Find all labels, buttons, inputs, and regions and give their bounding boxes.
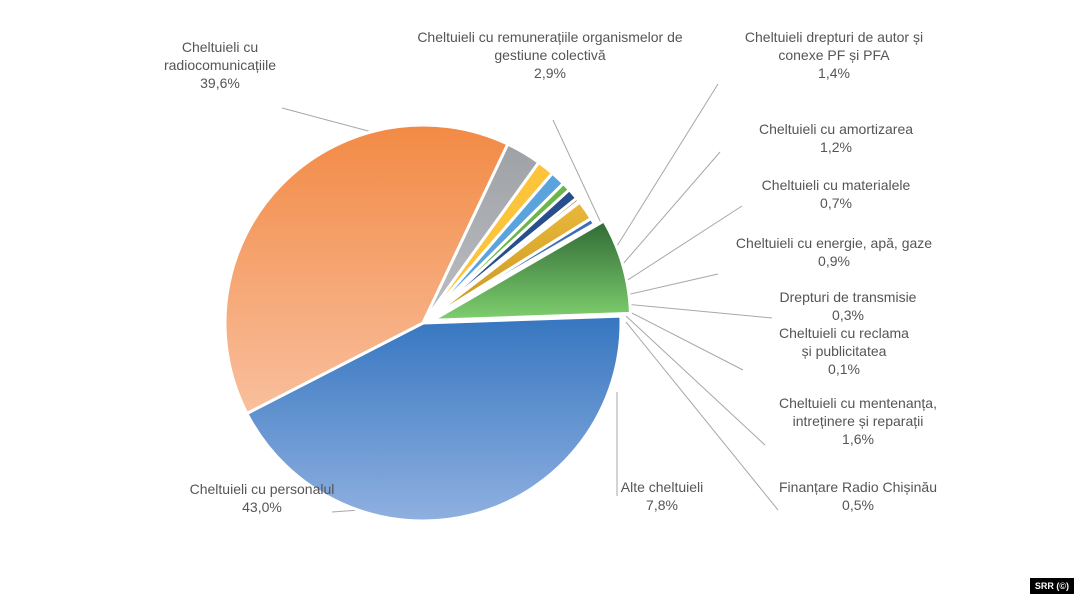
slice-value-label: 1,6% [842, 431, 874, 447]
slice-labels: Cheltuieli cu personalul 43,0% Cheltuieli … [164, 29, 937, 515]
slice-name-label: radiocomunicațiile [164, 57, 276, 73]
slice-name-label: intreținere și reparații [793, 413, 924, 429]
leader-line [281, 107, 373, 133]
slice-value-label: 0,9% [818, 253, 850, 269]
slice-name-label: Cheltuieli cu personalul [190, 481, 335, 497]
slice-value-label: 1,4% [818, 65, 850, 81]
leader-line [625, 309, 744, 371]
slice-value-label: 2,9% [534, 65, 566, 81]
pie-slice [431, 219, 632, 322]
slice-name-label: Cheltuieli cu mentenanța, [779, 395, 937, 411]
slice-value-label: 43,0% [242, 499, 282, 515]
slice-name-label: Cheltuieli cu reclama [779, 325, 909, 341]
slice-value-label: 0,3% [832, 307, 864, 323]
leader-line [552, 119, 609, 239]
leader-line [619, 205, 743, 286]
slice-value-label: 0,7% [820, 195, 852, 211]
slice-name-label: Alte cheltuieli [621, 479, 704, 495]
leader-lines [281, 83, 779, 513]
pie-slices [223, 123, 632, 523]
slice-name-label: gestiune colectivă [494, 47, 606, 63]
slice-name-label: Cheltuieli cu remunerațiile organismelor… [417, 29, 683, 45]
slice-name-label: Cheltuieli drepturi de autor și [745, 29, 923, 45]
slice-name-label: Cheltuieli cu amortizarea [759, 121, 913, 137]
leader-line [611, 83, 719, 255]
slice-name-label: și publicitatea [802, 343, 887, 359]
slice-value-label: 0,5% [842, 497, 874, 513]
slice-name-label: Drepturi de transmisie [780, 289, 917, 305]
leader-line [615, 151, 721, 273]
leader-line [621, 273, 719, 297]
slice-name-label: Cheltuieli cu materialele [762, 177, 911, 193]
credit-badge: SRR (©) [1029, 578, 1074, 594]
slice-name-label: Cheltuieli cu [182, 39, 258, 55]
leader-line [625, 315, 766, 446]
slice-name-label: Finanțare Radio Chișinău [779, 479, 937, 495]
slice-name-label: conexe PF și PFA [778, 47, 890, 63]
slice-value-label: 1,2% [820, 139, 852, 155]
leader-line [623, 303, 773, 319]
slice-value-label: 7,8% [646, 497, 678, 513]
slice-value-label: 0,1% [828, 361, 860, 377]
slice-value-label: 39,6% [200, 75, 240, 91]
slice-name-label: Cheltuieli cu energie, apă, gaze [736, 235, 932, 251]
leader-line [625, 321, 779, 511]
pie-slice [421, 216, 596, 325]
pie-slice [223, 123, 510, 416]
pie-slice [245, 314, 623, 523]
